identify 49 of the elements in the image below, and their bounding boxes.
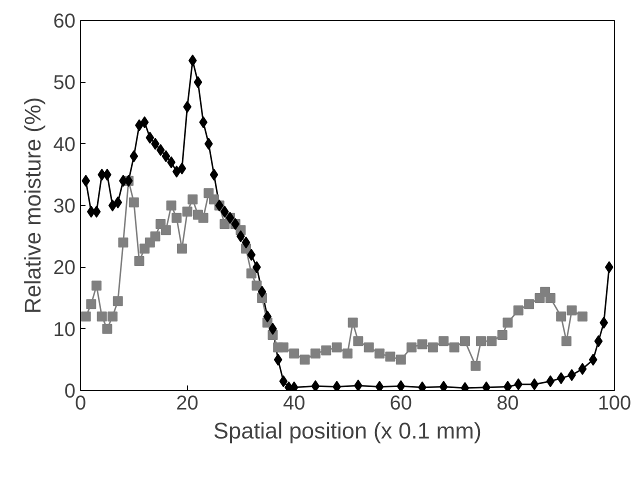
y-axis-title: Relative moisture (%) (19, 97, 46, 314)
point (530, 378, 539, 390)
point (92, 206, 101, 218)
x-tick-label: 20 (176, 392, 198, 414)
point (274, 354, 282, 366)
point (279, 375, 288, 388)
point (514, 378, 523, 390)
point (156, 144, 165, 156)
point (146, 132, 154, 144)
point (162, 150, 170, 162)
point (556, 372, 566, 384)
y-tick-label: 10 (53, 318, 76, 341)
point (210, 168, 218, 181)
point (242, 236, 250, 248)
y-tick-label: 20 (53, 257, 76, 280)
point (188, 54, 197, 67)
point (594, 335, 603, 348)
point (311, 380, 320, 390)
x-tick-label: 60 (390, 392, 412, 414)
point (375, 380, 384, 390)
x-tick-label: 100 (598, 392, 632, 414)
point (204, 138, 213, 150)
y-tick-label: 30 (53, 196, 76, 218)
point (140, 116, 149, 128)
x-tick-label: 80 (496, 392, 519, 414)
point (439, 380, 448, 390)
point (332, 380, 341, 390)
point (396, 380, 406, 390)
point (194, 76, 202, 88)
point (588, 354, 598, 366)
point (114, 196, 122, 208)
point (546, 375, 555, 388)
y-tick-label: 50 (53, 72, 76, 94)
point (172, 166, 181, 178)
point (604, 261, 614, 274)
point (258, 286, 266, 298)
point (247, 248, 256, 261)
point (130, 150, 138, 162)
point (108, 200, 117, 212)
point (354, 380, 362, 390)
x-axis-title: Spatial position (x 0.1 mm) (213, 418, 482, 444)
y-tick-label: 40 (53, 134, 76, 156)
x-tick-label: 40 (282, 392, 306, 414)
point (82, 174, 90, 187)
y-tick-label: 60 (53, 10, 76, 32)
point (178, 162, 186, 174)
point (504, 380, 512, 390)
point (578, 362, 587, 375)
point (263, 310, 272, 322)
